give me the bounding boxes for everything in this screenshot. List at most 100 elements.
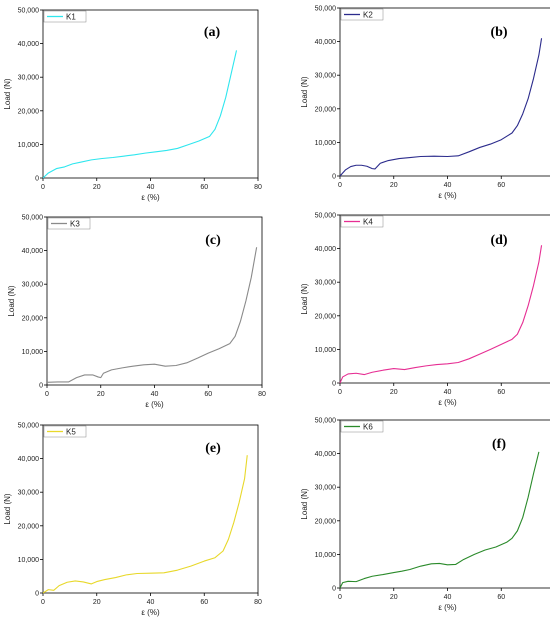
- y-axis-label: Load (N): [3, 493, 12, 524]
- legend-label: K5: [66, 428, 76, 437]
- y-tick-label: 20,000: [18, 523, 40, 530]
- y-tick-label: 20,000: [18, 108, 40, 115]
- y-tick-label: 10,000: [315, 552, 337, 559]
- chart-panel-3: 0 20 40 60 80 0 10,000 20,000 30,000 40,000 50,000…: [7, 215, 266, 410]
- series-line-k1: [42, 50, 238, 179]
- series-line-k4: [339, 245, 543, 384]
- y-tick-label: 0: [332, 174, 336, 181]
- series-line-k5: [42, 455, 248, 594]
- x-tick-label: 20: [390, 182, 398, 189]
- x-tick-label: 0: [41, 184, 45, 191]
- panel-label: (c): [205, 233, 221, 248]
- y-tick-label: 30,000: [315, 280, 337, 287]
- x-axis-label: ε (%): [438, 398, 457, 407]
- panel-label: (f): [492, 437, 506, 452]
- x-tick-label: 20: [93, 184, 101, 191]
- y-tick-label: 40,000: [18, 456, 40, 463]
- y-tick-label: 50,000: [18, 8, 40, 15]
- x-tick-label: 80: [258, 391, 266, 398]
- legend-label: K3: [70, 220, 80, 229]
- y-tick-label: 50,000: [315, 418, 337, 425]
- plot-frame: [339, 419, 550, 589]
- x-tick-label: 60: [497, 594, 505, 601]
- x-tick-label: 40: [444, 182, 452, 189]
- x-tick-label: 40: [151, 391, 159, 398]
- x-tick-label: 0: [45, 391, 49, 398]
- y-tick-label: 20,000: [315, 313, 337, 320]
- legend-box: [43, 425, 87, 438]
- y-axis-label: Load (N): [300, 488, 309, 519]
- plot-frame: [339, 214, 550, 384]
- x-tick-label: 80: [254, 599, 262, 606]
- legend-box: [340, 215, 384, 228]
- y-tick-label: 10,000: [315, 140, 337, 147]
- y-tick-label: 30,000: [315, 73, 337, 80]
- legend: K4: [340, 215, 384, 228]
- y-tick-label: 0: [332, 586, 336, 593]
- legend-label: K6: [363, 423, 373, 432]
- x-tick-label: 20: [390, 389, 398, 396]
- x-axis-label: ε (%): [145, 400, 164, 409]
- legend-box: [47, 217, 91, 230]
- chart-panel-5: 0 20 40 60 80 0 10,000 20,000 30,000 40,000 50,000…: [3, 423, 262, 618]
- x-tick-label: 60: [200, 599, 208, 606]
- x-axis-label: ε (%): [438, 603, 457, 612]
- legend-label: K2: [363, 11, 373, 20]
- x-axis-label: ε (%): [141, 608, 160, 617]
- x-tick-label: 40: [147, 599, 155, 606]
- chart-panel-2: 020406080010,00020,00030,00040,00050,000…: [300, 6, 550, 200]
- y-tick-label: 0: [35, 176, 39, 183]
- x-tick-label: 60: [204, 391, 212, 398]
- legend-box: [43, 10, 87, 23]
- panel-label: (b): [490, 25, 507, 40]
- chart-panel-4: 020406080010,00020,00030,00040,00050,000…: [300, 213, 550, 407]
- y-axis-label: Load (N): [3, 78, 12, 109]
- y-tick-label: 40,000: [315, 451, 337, 458]
- legend: K5: [43, 425, 87, 438]
- x-tick-label: 40: [444, 594, 452, 601]
- x-tick-label: 40: [147, 184, 155, 191]
- legend-box: [340, 8, 384, 21]
- chart-panel-6: 020406080010,00020,00030,00040,00050,000…: [300, 418, 550, 612]
- legend-label: K4: [363, 218, 373, 227]
- y-tick-label: 40,000: [315, 246, 337, 253]
- plot-frame: [46, 216, 263, 386]
- y-tick-label: 10,000: [18, 142, 40, 149]
- legend-label: K1: [66, 13, 76, 22]
- y-tick-label: 20,000: [315, 518, 337, 525]
- y-tick-label: 20,000: [315, 106, 337, 113]
- y-tick-label: 30,000: [18, 490, 40, 497]
- x-tick-label: 0: [338, 594, 342, 601]
- legend: K3: [47, 217, 91, 230]
- y-tick-label: 10,000: [18, 557, 40, 564]
- legend: K1: [43, 10, 87, 23]
- legend: K2: [340, 8, 384, 21]
- x-tick-label: 20: [390, 594, 398, 601]
- y-tick-label: 0: [332, 381, 336, 388]
- x-axis-label: ε (%): [438, 191, 457, 200]
- series-line-k3: [46, 247, 258, 383]
- x-tick-label: 60: [497, 389, 505, 396]
- series-line-k6: [339, 451, 540, 589]
- legend-box: [340, 420, 384, 433]
- series-line-k2: [339, 38, 543, 177]
- y-tick-label: 10,000: [315, 347, 337, 354]
- x-tick-label: 0: [41, 599, 45, 606]
- y-tick-label: 30,000: [22, 282, 44, 289]
- y-tick-label: 10,000: [22, 349, 44, 356]
- x-tick-label: 20: [93, 599, 101, 606]
- x-tick-label: 60: [497, 182, 505, 189]
- x-tick-label: 20: [97, 391, 105, 398]
- x-tick-label: 60: [200, 184, 208, 191]
- y-tick-label: 40,000: [315, 39, 337, 46]
- panel-label: (e): [205, 441, 221, 456]
- y-tick-label: 0: [39, 383, 43, 390]
- y-tick-label: 50,000: [22, 215, 44, 222]
- panel-label: (d): [490, 233, 507, 248]
- x-tick-label: 80: [254, 184, 262, 191]
- x-tick-label: 40: [444, 389, 452, 396]
- panel-label: (a): [204, 25, 221, 40]
- y-tick-label: 30,000: [315, 485, 337, 492]
- y-axis-label: Load (N): [300, 76, 309, 107]
